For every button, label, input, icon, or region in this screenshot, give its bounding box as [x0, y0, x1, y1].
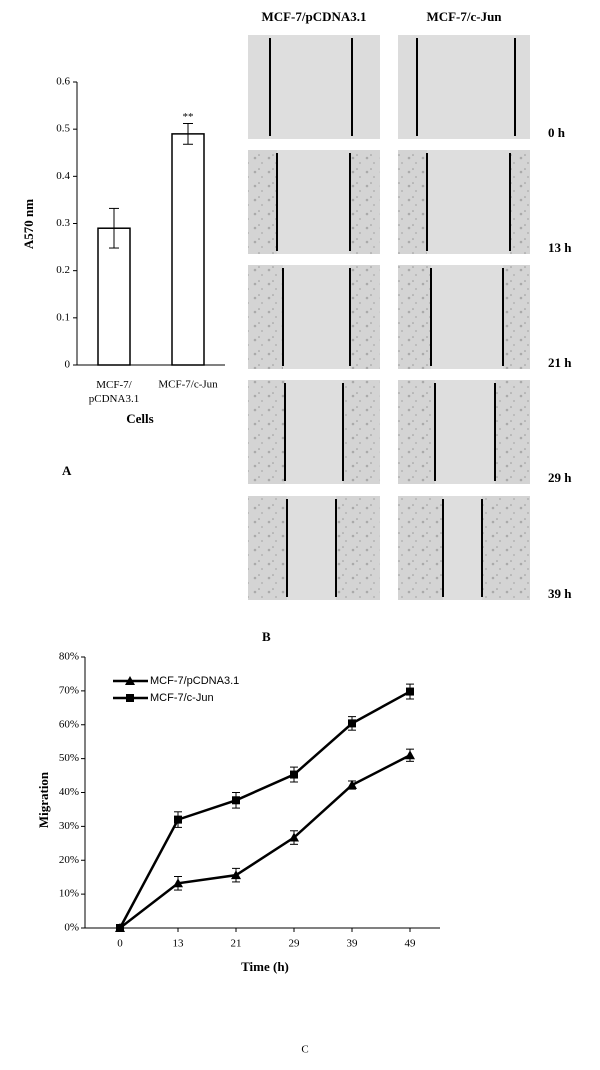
x-tick-label: 39 — [347, 938, 359, 950]
marker — [116, 924, 124, 932]
x-tick-label: 13 — [173, 938, 185, 950]
y-tick-label: 0.4 — [56, 170, 70, 182]
panel-label: C — [301, 1044, 308, 1056]
legend-label: MCF-7/c-Jun — [150, 692, 214, 704]
wound-gap — [283, 265, 350, 369]
error-bar — [183, 123, 193, 145]
marker — [290, 770, 298, 779]
column-title: MCF-7/pCDNA3.1 — [261, 9, 366, 24]
y-tick-label: 0.1 — [56, 311, 70, 323]
marker — [174, 815, 182, 824]
x-tick-label: MCF-7/c-Jun — [158, 379, 218, 391]
error-bar — [109, 207, 119, 249]
y-tick-label: 30% — [59, 820, 79, 832]
microscopy-panel: MCF-7/pCDNA3.1 MCF-7/c-Jun 0 h 13 h 21 h 29 h… — [248, 9, 572, 644]
time-label: 29 h — [548, 470, 572, 485]
y-tick-label: 40% — [59, 786, 79, 798]
y-tick-label: 0% — [64, 922, 79, 934]
wound-gap — [287, 496, 336, 600]
wound-gap — [270, 35, 352, 139]
marker — [348, 719, 356, 728]
time-label: 39 h — [548, 586, 572, 601]
wound-gap — [443, 496, 482, 600]
significance: ** — [183, 111, 194, 123]
panel-label: A — [62, 463, 72, 478]
marker — [289, 832, 299, 842]
y-tick-label: 80% — [59, 651, 79, 663]
y-tick-label: 20% — [59, 854, 79, 866]
x-tick-label: 29 — [289, 938, 301, 950]
y-tick-label: 50% — [59, 752, 79, 764]
marker — [406, 687, 414, 696]
legend-marker — [126, 694, 134, 702]
wound-gap — [417, 35, 515, 139]
y-tick-label: 0.6 — [56, 76, 70, 88]
y-tick-label: 0 — [65, 359, 71, 371]
wound-gap — [277, 150, 350, 254]
x-tick-label: 49 — [405, 938, 417, 950]
y-tick-label: 0.2 — [56, 264, 70, 276]
time-label: 13 h — [548, 240, 572, 255]
x-axis-label: Time (h) — [241, 959, 289, 974]
marker — [405, 750, 415, 760]
line — [118, 690, 411, 929]
y-tick-label: 60% — [59, 718, 79, 730]
x-axis-label: Cells — [126, 411, 153, 426]
y-tick-label: 70% — [59, 684, 79, 696]
wound-gap — [435, 380, 495, 484]
y-tick-label: 0.3 — [56, 217, 70, 229]
x-tick-label: 0 — [117, 938, 123, 950]
column-title: MCF-7/c-Jun — [426, 9, 502, 24]
time-label: 21 h — [548, 355, 572, 370]
bar — [171, 133, 205, 366]
panel-label: B — [262, 629, 271, 644]
marker — [173, 878, 183, 888]
legend-marker — [125, 676, 135, 685]
marker — [231, 870, 241, 880]
y-tick-label: 0.5 — [56, 123, 70, 135]
marker — [232, 796, 240, 805]
legend-label: MCF-7/pCDNA3.1 — [150, 675, 239, 687]
x-tick-label: 21 — [231, 938, 242, 950]
y-axis-label: A570 nm — [21, 199, 36, 249]
y-axis-label: Migration — [36, 771, 51, 828]
line — [119, 754, 411, 929]
wound-gap — [427, 150, 510, 254]
wound-gap — [285, 380, 343, 484]
x-tick-label: MCF-7/pCDNA3.1 — [89, 379, 139, 405]
time-label: 0 h — [548, 125, 566, 140]
marker — [347, 780, 357, 790]
y-tick-label: 10% — [59, 888, 79, 900]
bar — [97, 227, 131, 366]
wound-gap — [431, 265, 503, 369]
